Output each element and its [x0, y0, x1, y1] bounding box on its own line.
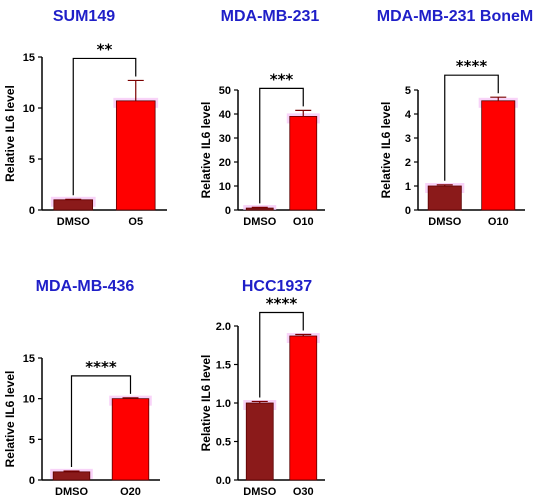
x-tick-label: O20 — [120, 486, 141, 498]
y-tick-label: 0 — [405, 205, 411, 217]
significance-stars: ** — [97, 40, 113, 58]
significance-bracket — [70, 375, 132, 468]
significance-bracket — [259, 87, 304, 204]
chart-panel-5: HCC1937 Relative IL6 level 0.0 0.5 1.0 1.5 2.0… — [199, 278, 325, 498]
x-tick-label: DMSO — [243, 486, 276, 498]
significance-stars: *** — [270, 70, 294, 88]
x-tick-label: DMSO — [57, 216, 90, 228]
y-tick-label: 0 — [225, 205, 231, 217]
y-tick-label: 15 — [23, 353, 35, 365]
y-tick-label: 4 — [405, 109, 412, 121]
y-tick-label: 5 — [405, 85, 411, 97]
y-tick-label: 1.5 — [216, 360, 231, 372]
chart-panel-1: SUM149 Relative IL6 level 0 5 10 15 DMSO O5 ** — [3, 8, 167, 228]
bar-o30 — [289, 335, 318, 481]
y-axis-label: Relative IL6 level — [3, 371, 17, 468]
bar-dmso — [427, 185, 462, 211]
bar-dmso — [52, 471, 91, 481]
chart-panel-2: MDA-MB-231 Relative IL6 level 0 10 20 30 40 50 D… — [199, 8, 325, 228]
chart-panel-3: MDA-MB-231 BoneM Relative IL6 level 0 1 2 3 4 5… — [377, 8, 533, 228]
significance-bracket — [444, 74, 499, 181]
bar-dmso — [245, 402, 274, 481]
y-tick-label: 2 — [405, 157, 411, 169]
y-tick-label: 10 — [23, 103, 35, 115]
significance-stars: **** — [456, 57, 488, 75]
significance-stars: **** — [266, 294, 298, 312]
chart-title: HCC1937 — [242, 278, 312, 295]
x-tick-label: O30 — [293, 486, 314, 498]
y-axis-label: Relative IL6 level — [199, 102, 213, 199]
chart-title: MDA-MB-436 — [36, 278, 135, 295]
x-tick-label: O5 — [128, 216, 143, 228]
y-tick-label: 15 — [23, 52, 35, 64]
bar-o10 — [481, 100, 516, 211]
y-tick-label: 1.0 — [216, 398, 231, 410]
y-axis-label: Relative IL6 level — [3, 85, 17, 182]
chart-title: SUM149 — [53, 8, 115, 25]
y-tick-label: 10 — [219, 181, 231, 193]
y-tick-label: 0.0 — [216, 475, 231, 487]
chart-title: MDA-MB-231 BoneM — [377, 8, 533, 25]
y-tick-label: 5 — [29, 154, 35, 166]
y-tick-label: 0 — [29, 205, 35, 217]
x-tick-label: DMSO — [55, 486, 88, 498]
bar-dmso — [245, 207, 274, 211]
y-tick-label: 50 — [219, 85, 231, 97]
y-tick-label: 0 — [29, 475, 35, 487]
y-tick-label: 0.5 — [216, 437, 231, 449]
y-tick-label: 20 — [219, 157, 231, 169]
y-axis-label: Relative IL6 level — [379, 102, 393, 199]
y-tick-label: 2.0 — [216, 321, 231, 333]
y-tick-label: 5 — [29, 434, 35, 446]
chart-title: MDA-MB-231 — [221, 8, 320, 25]
bar-o20 — [111, 398, 150, 481]
significance-bracket — [259, 311, 304, 398]
chart-panel-4: MDA-MB-436 Relative IL6 level 0 5 10 15 DMSO O2… — [3, 278, 160, 498]
y-tick-label: 10 — [23, 394, 35, 406]
x-tick-label: O10 — [488, 216, 509, 228]
y-tick-label: 1 — [405, 181, 411, 193]
y-axis-label: Relative IL6 level — [199, 355, 213, 452]
significance-stars: **** — [85, 358, 117, 376]
y-tick-label: 40 — [219, 109, 231, 121]
y-tick-label: 3 — [405, 133, 411, 145]
significance-bracket — [72, 57, 137, 196]
x-tick-label: DMSO — [243, 216, 276, 228]
x-tick-label: O10 — [293, 216, 314, 228]
y-tick-label: 30 — [219, 133, 231, 145]
bar-o10 — [289, 116, 318, 211]
bar-dmso — [53, 199, 94, 211]
x-tick-label: DMSO — [428, 216, 461, 228]
bar-o5 — [115, 100, 156, 211]
